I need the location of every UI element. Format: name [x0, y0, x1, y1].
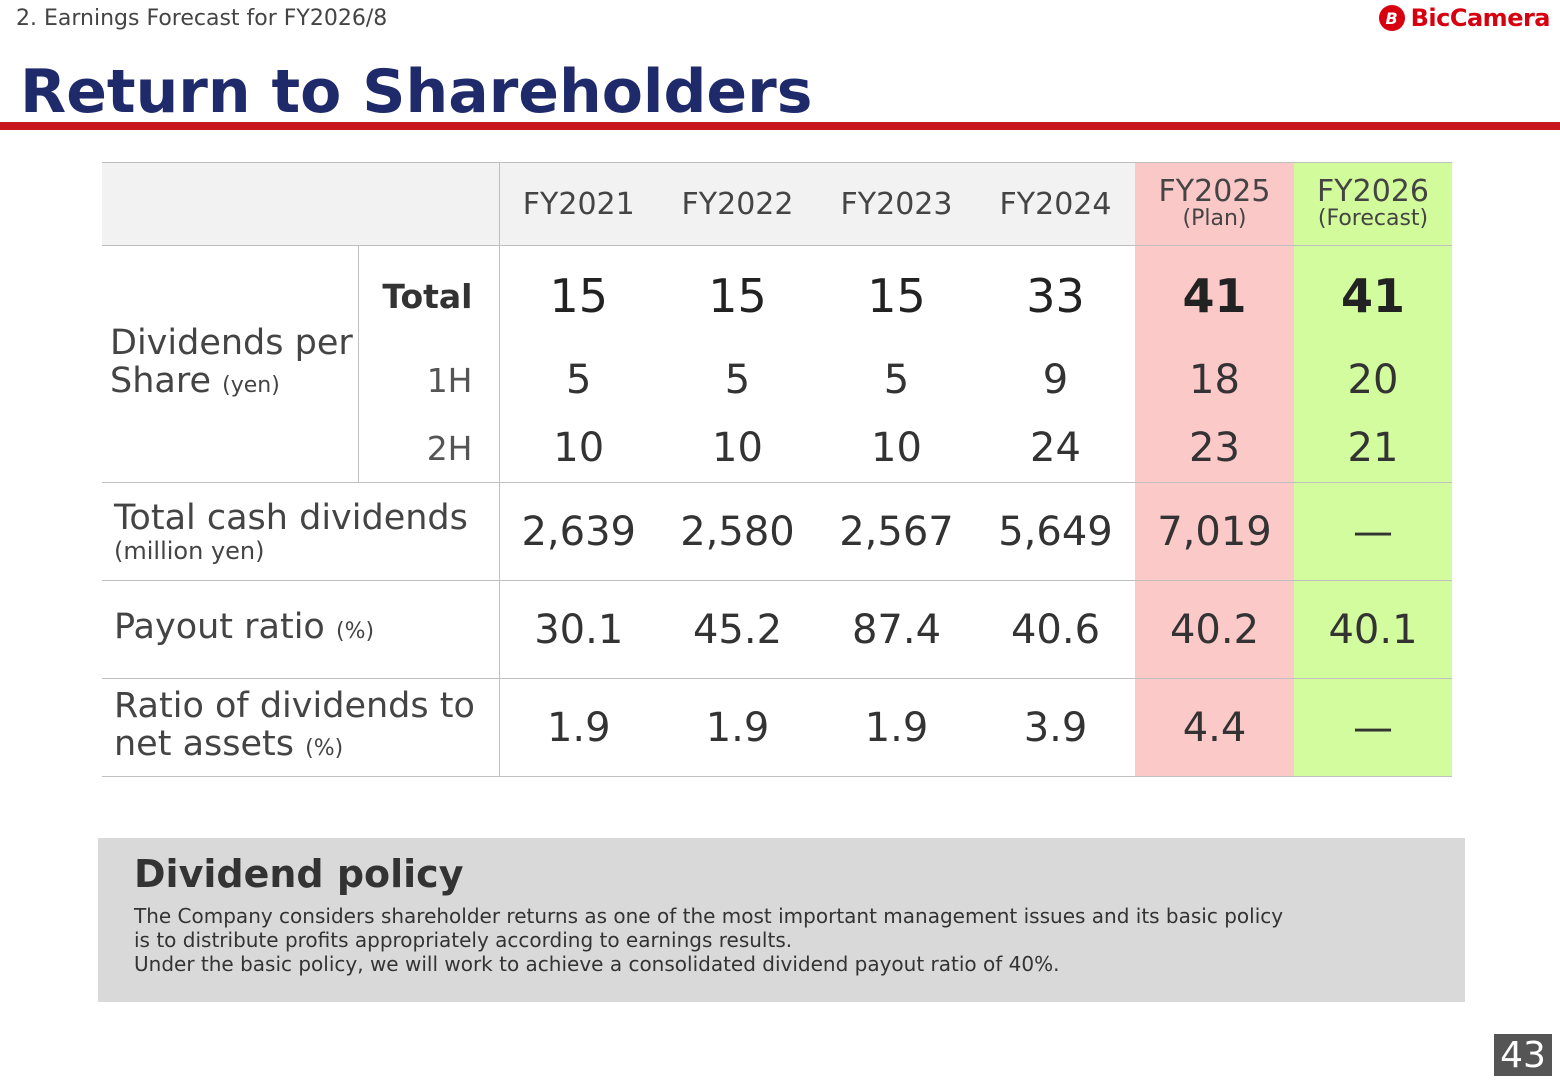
value-cell: 5,649	[976, 482, 1135, 581]
dividend-policy-text: The Company considers shareholder return…	[134, 904, 1434, 976]
cash-dividends-row: Total cash dividends (million yen) 2,639…	[102, 482, 1452, 581]
value-cell: 30.1	[498, 580, 658, 679]
value-cell: 15	[708, 269, 767, 323]
value-cell: 40.6	[976, 580, 1135, 679]
title-underline	[0, 122, 1560, 130]
value-cell: 2,580	[658, 482, 817, 581]
dividend-policy-title: Dividend policy	[134, 852, 464, 896]
value-cell-plan: 7,019	[1135, 482, 1294, 581]
value-cell-forecast: 40.1	[1294, 580, 1452, 679]
value-cell-plan: 41	[1135, 245, 1294, 346]
value-cell-plan: 23	[1135, 414, 1294, 483]
year-header: FY2022	[658, 162, 817, 246]
total-label: Total	[357, 245, 499, 346]
year-header: FY2023	[817, 162, 976, 246]
value-cell: 9	[1042, 357, 1069, 403]
page-title: Return to Shareholders	[20, 57, 813, 127]
value-cell: 87.4	[817, 580, 976, 679]
value-cell: 15	[498, 245, 658, 346]
year-label: FY2026	[1317, 174, 1429, 209]
value-cell-forecast: 41	[1294, 245, 1452, 346]
value-cell-forecast: —	[1294, 482, 1452, 581]
value-cell-forecast: —	[1294, 678, 1452, 777]
year-header-forecast: FY2026 (Forecast)	[1294, 162, 1452, 246]
value-cell: 5	[498, 346, 658, 414]
year-header-plan: FY2025 (Plan)	[1135, 162, 1294, 246]
year-sub-label: (Plan)	[1182, 206, 1247, 231]
value-cell-plan: 40.2	[1135, 580, 1294, 679]
cash-dividends-label: Total cash dividends (million yen)	[102, 482, 499, 581]
payout-ratio-row: Payout ratio (%) 30.1 45.2 87.4 40.6 40.…	[102, 580, 1452, 679]
value-cell: 15	[867, 269, 926, 323]
net-assets-ratio-line2: net assets	[114, 724, 294, 764]
section-label: 2. Earnings Forecast for FY2026/8	[16, 6, 388, 31]
value-cell: 24	[976, 414, 1135, 483]
value-cell: 3.9	[976, 678, 1135, 777]
dps-label-text: Dividends per Share	[110, 322, 353, 401]
value-cell: 10	[817, 414, 976, 483]
net-assets-ratio-label: Ratio of dividends to net assets (%)	[102, 678, 499, 777]
payout-ratio-label: Payout ratio (%)	[102, 580, 499, 679]
value-cell: 10	[498, 414, 658, 483]
header-blank-cell	[102, 162, 499, 246]
value-cell: 1.9	[498, 678, 658, 777]
bic-camera-logo: B BicCamera	[1378, 4, 1551, 32]
year-header: FY2021	[498, 162, 658, 246]
value-cell: 45.2	[658, 580, 817, 679]
dps-1h-row: 1H 5 5 5 9 18 20	[102, 346, 1452, 414]
dps-2h-row: 2H 10 10 10 24 23 21	[102, 414, 1452, 483]
value-cell: 10	[658, 414, 817, 483]
year-sub-label: (Forecast)	[1317, 206, 1429, 231]
net-assets-ratio-unit: (%)	[305, 736, 344, 761]
value-cell: 5	[883, 357, 910, 403]
value-cell-forecast: 21	[1294, 414, 1452, 483]
page-number: 43	[1494, 1034, 1552, 1076]
value-cell: 2,639	[498, 482, 658, 581]
logo-mark-icon: B	[1378, 5, 1405, 31]
year-label: FY2025	[1158, 174, 1271, 209]
value-cell-plan: 18	[1135, 346, 1294, 414]
value-cell: 33	[1026, 269, 1085, 323]
dividend-table: FY2021 FY2022 FY2023 FY2024 FY2025 (Plan…	[102, 162, 1452, 777]
policy-line: is to distribute profits appropriately a…	[134, 928, 793, 952]
payout-ratio-label-text: Payout ratio	[114, 607, 325, 647]
2h-label: 2H	[357, 414, 499, 483]
payout-ratio-unit: (%)	[335, 619, 375, 644]
value-cell: 5	[724, 357, 751, 403]
net-assets-ratio-line1: Ratio of dividends to	[114, 686, 475, 726]
1h-label: 1H	[357, 346, 499, 414]
policy-line: The Company considers shareholder return…	[134, 904, 1284, 928]
value-cell-plan: 4.4	[1135, 678, 1294, 777]
dividend-policy-box: Dividend policy The Company considers sh…	[98, 838, 1465, 1002]
dps-total-row: Dividends per Share (yen) Total 15 15 15…	[102, 245, 1452, 483]
cash-dividends-label-text: Total cash dividends	[114, 497, 468, 538]
dps-label: Dividends per Share (yen)	[102, 245, 358, 483]
value-cell: 1.9	[817, 678, 976, 777]
value-cell-forecast: 20	[1294, 346, 1452, 414]
policy-line: Under the basic policy, we will work to …	[134, 952, 1060, 976]
year-header: FY2024	[976, 162, 1135, 246]
value-cell: 2,567	[817, 482, 976, 581]
header-row: FY2021 FY2022 FY2023 FY2024 FY2025 (Plan…	[102, 162, 1452, 246]
value-cell: 1.9	[658, 678, 817, 777]
net-assets-ratio-row: Ratio of dividends to net assets (%) 1.9…	[102, 678, 1452, 777]
logo-text: BicCamera	[1410, 4, 1551, 32]
dps-unit: (yen)	[222, 372, 280, 398]
cash-dividends-unit: (million yen)	[114, 536, 265, 565]
